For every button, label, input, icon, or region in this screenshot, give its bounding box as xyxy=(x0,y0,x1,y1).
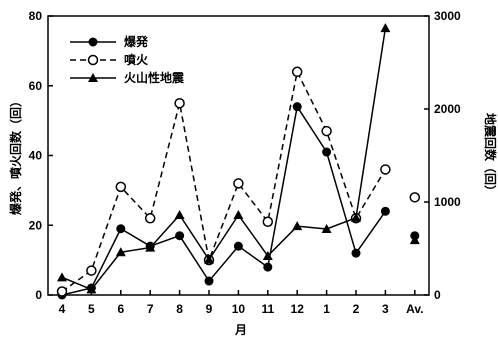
data-point-explosion xyxy=(351,248,361,258)
data-point-earthquake xyxy=(57,272,67,282)
data-point-explosion xyxy=(263,262,273,272)
plot-frame xyxy=(47,15,430,296)
y-right-tick-label: 3000 xyxy=(434,9,461,23)
y-right-tick-label: 2000 xyxy=(434,102,461,116)
average-point-eruption xyxy=(409,192,421,203)
series-line-eruption xyxy=(61,69,387,293)
data-point-explosion xyxy=(380,206,390,216)
data-point-earthquake xyxy=(145,242,156,252)
data-point-earthquake xyxy=(380,23,391,33)
series-line-explosion xyxy=(61,104,387,296)
x-tick-label: 5 xyxy=(88,302,95,316)
x-tick-label: 3 xyxy=(382,302,389,316)
average-point-earthquake xyxy=(409,235,420,245)
x-tick-label: 2 xyxy=(353,302,360,316)
y-right-tick-label: 1000 xyxy=(434,195,461,209)
x-tick-label: 8 xyxy=(176,302,183,316)
data-point-earthquake xyxy=(321,223,332,233)
legend-marker-earthquake xyxy=(88,73,98,82)
legend-marker-explosion xyxy=(88,37,98,47)
legend-label-earthquake: 火山性地震 xyxy=(124,70,185,85)
data-point-eruption xyxy=(174,97,185,109)
data-point-eruption xyxy=(291,66,303,78)
legend-marker-eruption xyxy=(87,54,99,66)
y-right-tick-label: 0 xyxy=(434,288,441,302)
data-point-eruption xyxy=(262,216,274,228)
data-point-explosion xyxy=(116,224,126,234)
data-point-earthquake xyxy=(351,212,361,222)
data-point-eruption xyxy=(233,178,244,189)
y-axis-right-title: 地震回数（回） xyxy=(483,113,498,197)
data-point-earthquake xyxy=(204,254,214,264)
x-tick-label: 11 xyxy=(261,302,274,316)
data-point-eruption xyxy=(144,213,156,224)
y-axis-left-title: 爆発、噴火回数（回） xyxy=(8,95,23,215)
data-point-earthquake xyxy=(86,284,97,294)
y-left-tick-label: 0 xyxy=(35,288,42,302)
data-point-explosion xyxy=(175,231,185,241)
data-point-eruption xyxy=(86,265,97,276)
x-tick-label-average: Av. xyxy=(406,302,423,316)
data-point-explosion xyxy=(233,241,243,251)
x-tick-label: 6 xyxy=(117,302,124,316)
data-point-earthquake xyxy=(262,250,273,260)
series-layer xyxy=(56,23,421,300)
legend-label-explosion: 爆発 xyxy=(124,34,149,49)
data-point-earthquake xyxy=(115,247,126,257)
data-point-eruption xyxy=(115,181,127,193)
data-point-explosion xyxy=(204,276,214,286)
x-axis-title: 月 xyxy=(234,323,247,337)
y-left-tick-label: 80 xyxy=(29,9,43,23)
data-point-explosion xyxy=(292,102,302,112)
x-tick-label: 4 xyxy=(59,302,66,316)
legend: 爆発 噴火 火山性地震 xyxy=(70,34,185,85)
data-point-eruption xyxy=(56,286,68,297)
x-tick-label: 7 xyxy=(147,302,154,316)
data-point-eruption xyxy=(321,125,332,137)
x-tick-label: 9 xyxy=(206,302,213,316)
data-point-explosion xyxy=(322,147,332,157)
y-left-tick-label: 40 xyxy=(29,149,43,163)
data-point-earthquake xyxy=(174,210,185,220)
legend-label-eruption: 噴火 xyxy=(124,52,149,67)
x-tick-label: 1 xyxy=(323,302,330,316)
data-point-earthquake xyxy=(292,221,303,231)
data-point-eruption xyxy=(380,164,391,175)
series-line-earthquake xyxy=(61,27,387,291)
y-left-tick-label: 20 xyxy=(29,218,43,232)
x-tick-label: 12 xyxy=(291,302,305,316)
x-tick-label: 10 xyxy=(232,302,246,316)
y-left-tick-label: 60 xyxy=(29,79,43,93)
data-point-earthquake xyxy=(233,210,244,220)
